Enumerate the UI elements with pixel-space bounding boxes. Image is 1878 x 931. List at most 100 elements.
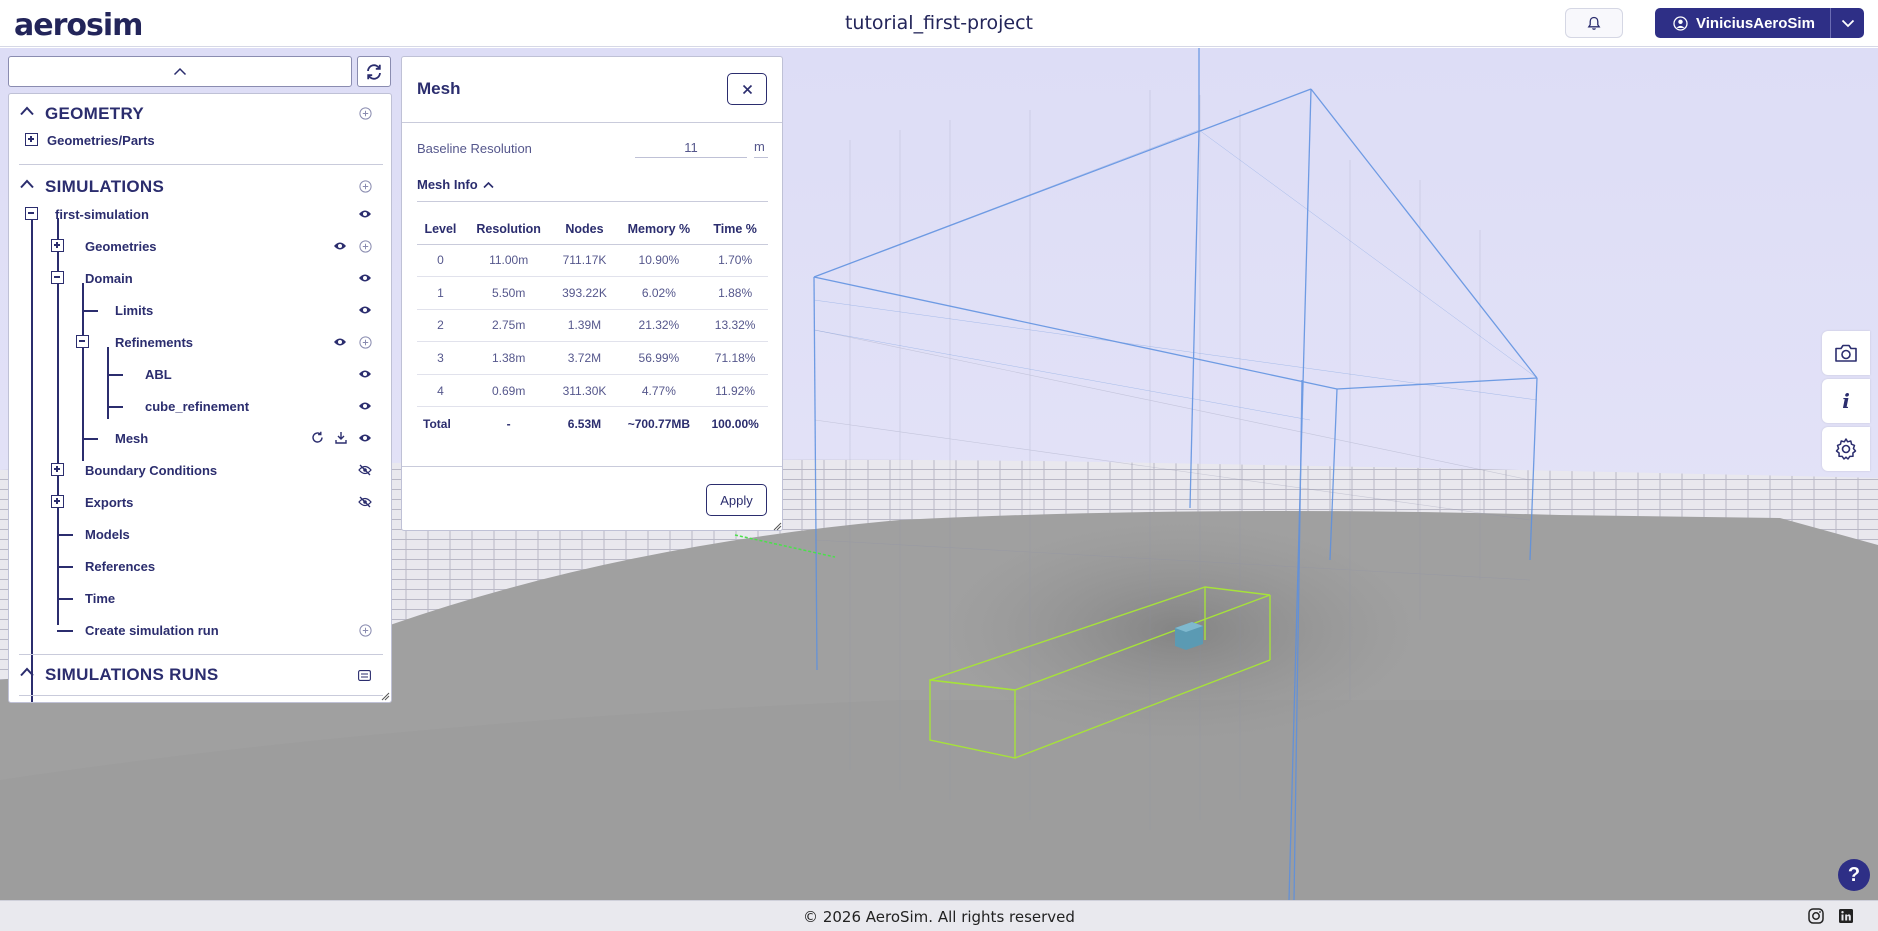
info-button[interactable]: i <box>1822 379 1870 423</box>
regenerate-mesh-icon[interactable] <box>311 431 324 444</box>
table-cell: 21.32% <box>615 309 703 343</box>
tree-line <box>57 566 73 568</box>
chevron-up-icon[interactable] <box>19 105 35 117</box>
table-cell: 393.22K <box>553 276 616 310</box>
eye-icon[interactable] <box>358 273 372 283</box>
tree-node-models[interactable]: Models <box>85 527 130 542</box>
tree-node-abl[interactable]: ABL <box>145 367 172 382</box>
chevron-up-icon[interactable] <box>19 666 35 678</box>
section-divider <box>19 695 383 696</box>
table-cell: 311.30K <box>553 374 616 408</box>
close-button[interactable] <box>727 73 767 105</box>
tree-collapse-bar[interactable] <box>8 56 352 87</box>
tree-line <box>57 630 73 632</box>
eye-slash-icon[interactable] <box>358 496 372 508</box>
add-simulation-run-icon[interactable] <box>359 624 372 637</box>
mesh-info-divider <box>417 201 768 202</box>
eye-icon[interactable] <box>358 305 372 315</box>
tree-line <box>107 347 109 419</box>
download-icon[interactable] <box>335 431 347 444</box>
settings-button[interactable] <box>1822 427 1870 471</box>
tree-node-time[interactable]: Time <box>85 591 116 606</box>
simulation-runs-section-header[interactable]: SIMULATIONS RUNS <box>9 662 391 688</box>
column-header: Memory % <box>615 214 703 245</box>
screenshot-button[interactable] <box>1822 331 1870 375</box>
mesh-dialog: Mesh Baseline Resolution 11 m Mesh Info … <box>401 56 783 531</box>
tree-node-mesh[interactable]: Mesh <box>115 431 149 446</box>
tree-node-limits[interactable]: Limits <box>115 303 154 318</box>
add-simulation-icon[interactable] <box>359 180 372 193</box>
tree-line <box>31 214 33 702</box>
eye-icon[interactable] <box>333 337 347 347</box>
tree-line <box>107 374 123 376</box>
runs-list-icon[interactable] <box>358 670 371 681</box>
expand-boundary-conditions-icon[interactable] <box>51 463 64 476</box>
tree-line <box>82 438 98 440</box>
tree-node-geometries[interactable]: Geometries <box>85 239 157 254</box>
tree-node-references[interactable]: References <box>85 559 156 574</box>
simulations-section-header[interactable]: SIMULATIONS <box>9 174 391 200</box>
linkedin-icon[interactable] <box>1838 908 1854 924</box>
expand-exports-icon[interactable] <box>51 495 64 508</box>
tree-line <box>57 598 73 600</box>
tree-line <box>82 310 98 312</box>
tree-node-create-simulation-run[interactable]: Create simulation run <box>85 623 219 638</box>
table-cell: 4.77% <box>615 374 703 408</box>
collapse-first-simulation-icon[interactable] <box>25 207 38 220</box>
table-cell: 1.38m <box>463 341 554 375</box>
footer: © 2026 AeroSim. All rights reserved <box>0 900 1878 931</box>
instagram-icon[interactable] <box>1808 908 1824 924</box>
expand-geometries-parts-icon[interactable] <box>25 133 38 146</box>
table-row: 3 1.38m 3.72M 56.99% 71.18% <box>417 341 768 375</box>
resize-handle-icon[interactable] <box>381 692 390 701</box>
eye-icon[interactable] <box>358 369 372 379</box>
resize-handle-icon[interactable] <box>773 522 782 531</box>
add-geometry-icon[interactable] <box>359 107 372 120</box>
table-cell: 0 <box>417 244 464 278</box>
user-menu-button[interactable]: ViniciusAeroSim <box>1655 8 1830 38</box>
table-cell: 11.00m <box>463 244 554 278</box>
aerosim-logo[interactable]: aerosim <box>14 8 143 43</box>
eye-slash-icon[interactable] <box>358 464 372 476</box>
table-cell: 3 <box>417 341 464 375</box>
top-header: aerosim tutorial_first-project ViniciusA… <box>0 0 1878 47</box>
section-divider <box>19 164 383 165</box>
tree-node-cube-refinement[interactable]: cube_refinement <box>145 399 250 414</box>
eye-icon[interactable] <box>333 241 347 251</box>
tree-node-refinements[interactable]: Refinements <box>115 335 194 350</box>
user-dropdown-toggle[interactable] <box>1830 8 1864 38</box>
tree-node-domain[interactable]: Domain <box>85 271 133 286</box>
tree-line <box>57 534 73 536</box>
add-refinement-icon[interactable] <box>359 336 372 349</box>
geometry-section-header[interactable]: GEOMETRY <box>9 101 391 127</box>
project-tree-panel: GEOMETRY Geometries/Parts SIMULATIONS fi… <box>8 93 392 703</box>
table-cell: Total <box>423 416 451 431</box>
notifications-button[interactable] <box>1565 8 1623 38</box>
tree-line <box>82 283 84 461</box>
add-geometry-link-icon[interactable] <box>359 240 372 253</box>
chevron-up-icon[interactable] <box>19 178 35 190</box>
baseline-resolution-input[interactable]: 11 <box>635 139 747 158</box>
tree-node-first-simulation[interactable]: first-simulation <box>55 207 149 222</box>
section-divider <box>19 654 383 655</box>
tree-node-boundary-conditions[interactable]: Boundary Conditions <box>85 463 218 478</box>
table-cell: 100.00% <box>711 416 759 431</box>
refresh-button[interactable] <box>357 56 391 87</box>
geometry-section-title: GEOMETRY <box>45 104 145 123</box>
eye-icon[interactable] <box>358 433 372 443</box>
expand-geometries-icon[interactable] <box>51 239 64 252</box>
collapse-domain-icon[interactable] <box>51 271 64 284</box>
help-button[interactable]: ? <box>1838 859 1870 891</box>
apply-button[interactable]: Apply <box>706 484 767 516</box>
table-cell: - <box>506 416 511 431</box>
tree-node-geometries-parts[interactable]: Geometries/Parts <box>47 133 155 148</box>
collapse-refinements-icon[interactable] <box>76 335 89 348</box>
table-cell: 4 <box>417 374 464 408</box>
eye-icon[interactable] <box>358 401 372 411</box>
table-cell: 71.18% <box>702 341 768 375</box>
mesh-info-toggle[interactable]: Mesh Info <box>417 177 494 192</box>
3d-viewport[interactable] <box>0 48 1878 900</box>
tree-node-exports[interactable]: Exports <box>85 495 134 510</box>
mesh-info-table: Level Resolution Nodes Memory % Time % 0… <box>417 214 768 440</box>
eye-icon[interactable] <box>358 209 372 219</box>
